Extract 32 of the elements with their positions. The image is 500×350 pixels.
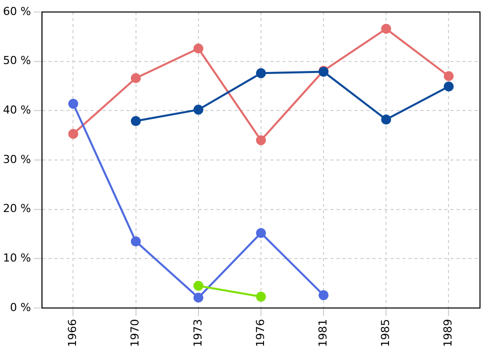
point bbox=[318, 290, 329, 300]
point bbox=[193, 104, 204, 115]
point bbox=[381, 24, 392, 34]
point bbox=[256, 135, 266, 146]
point bbox=[381, 114, 392, 125]
point bbox=[444, 71, 454, 82]
x-tick-label: 1966 bbox=[66, 319, 80, 348]
x-tick-label: 1985 bbox=[378, 319, 392, 348]
y-tick-label: 30 % bbox=[2, 152, 31, 166]
point bbox=[130, 236, 141, 246]
point bbox=[193, 44, 204, 54]
y-tick-label: 20 % bbox=[2, 202, 31, 216]
y-tick-label: 10 % bbox=[2, 252, 31, 265]
point bbox=[256, 68, 266, 78]
point bbox=[130, 116, 141, 126]
y-tick-label: 40 % bbox=[2, 104, 31, 117]
x-tick-label: 1981 bbox=[316, 319, 330, 348]
point bbox=[193, 280, 204, 291]
point bbox=[444, 81, 454, 92]
point bbox=[193, 292, 204, 303]
y-tick-label: 60 % bbox=[2, 4, 31, 18]
point bbox=[256, 228, 266, 238]
x-tick-label: 1973 bbox=[191, 319, 204, 348]
point bbox=[68, 128, 78, 139]
point bbox=[130, 73, 141, 84]
point bbox=[256, 292, 266, 302]
y-tick-label: 0 % bbox=[10, 300, 31, 314]
x-tick-label: 1976 bbox=[254, 319, 267, 348]
point bbox=[68, 98, 78, 109]
y-tick-label: 50 % bbox=[2, 54, 31, 68]
x-tick-label: 1989 bbox=[442, 319, 455, 348]
x-tick-label: 1970 bbox=[128, 319, 142, 348]
